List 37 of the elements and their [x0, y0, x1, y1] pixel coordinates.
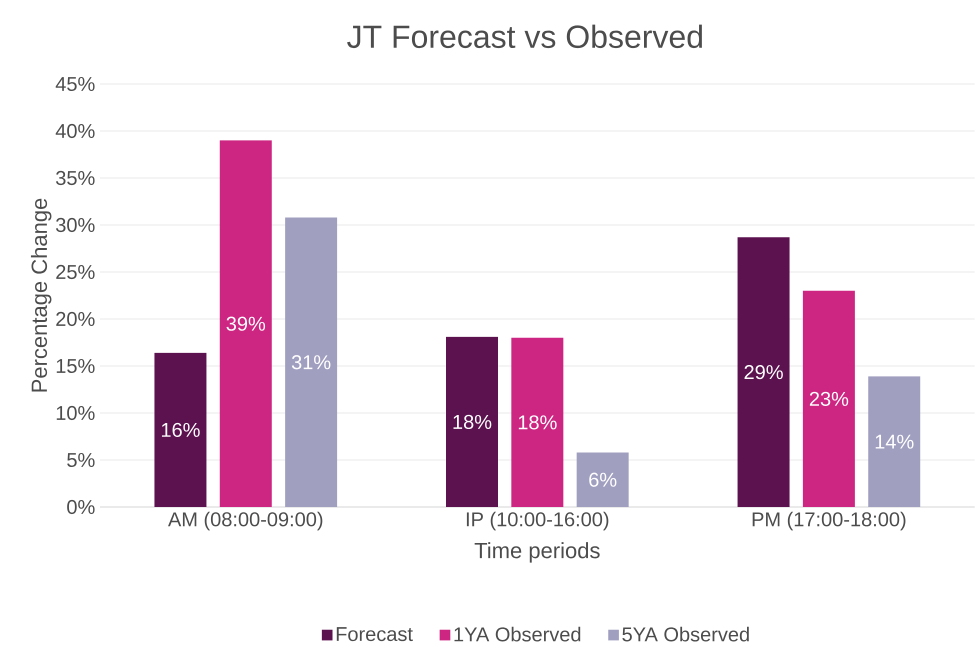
x-axis-title: Time periods	[474, 542, 600, 563]
y-tick-label: 5%	[67, 452, 95, 468]
y-tick-label: 10%	[56, 406, 95, 420]
data-label: 39%	[226, 316, 266, 331]
data-label: 6%	[589, 472, 616, 487]
data-label: 18%	[454, 414, 492, 430]
x-tick-label: AM (08:00-09:00)	[168, 512, 322, 530]
bar	[868, 376, 920, 507]
y-tick-label: 0%	[67, 500, 95, 514]
bar	[738, 237, 790, 507]
y-tick-label: 40%	[56, 124, 95, 138]
bar	[802, 290, 855, 507]
y-tick-label: 25%	[56, 264, 95, 280]
legend-label: 5YA Observed	[622, 626, 749, 642]
legend-label: Forecast	[336, 627, 413, 642]
data-label: 16%	[162, 422, 200, 437]
bar	[154, 352, 206, 507]
data-label: 31%	[292, 355, 330, 370]
y-axis-title: Percentage Change	[30, 198, 52, 392]
y-tick-label: 30%	[56, 218, 95, 232]
legend-label: 1YA Observed	[454, 626, 580, 642]
y-tick-label: 20%	[56, 312, 95, 326]
bar	[576, 452, 629, 507]
y-tick-label: 15%	[56, 358, 95, 374]
data-label: 14%	[876, 434, 914, 449]
y-tick-label: 35%	[56, 170, 95, 186]
x-tick-label: IP (10:00-16:00)	[466, 512, 608, 530]
data-label: 29%	[744, 365, 783, 380]
x-tick-label: PM (17:00-18:00)	[752, 512, 906, 530]
bar	[446, 336, 498, 507]
data-label: 23%	[810, 392, 848, 406]
y-tick-label: 45%	[56, 76, 95, 92]
bar	[285, 217, 338, 507]
bar	[220, 140, 272, 507]
bar	[511, 338, 564, 507]
data-label: 18%	[518, 415, 557, 430]
chart-title: JT Forecast vs Observed	[347, 24, 702, 48]
